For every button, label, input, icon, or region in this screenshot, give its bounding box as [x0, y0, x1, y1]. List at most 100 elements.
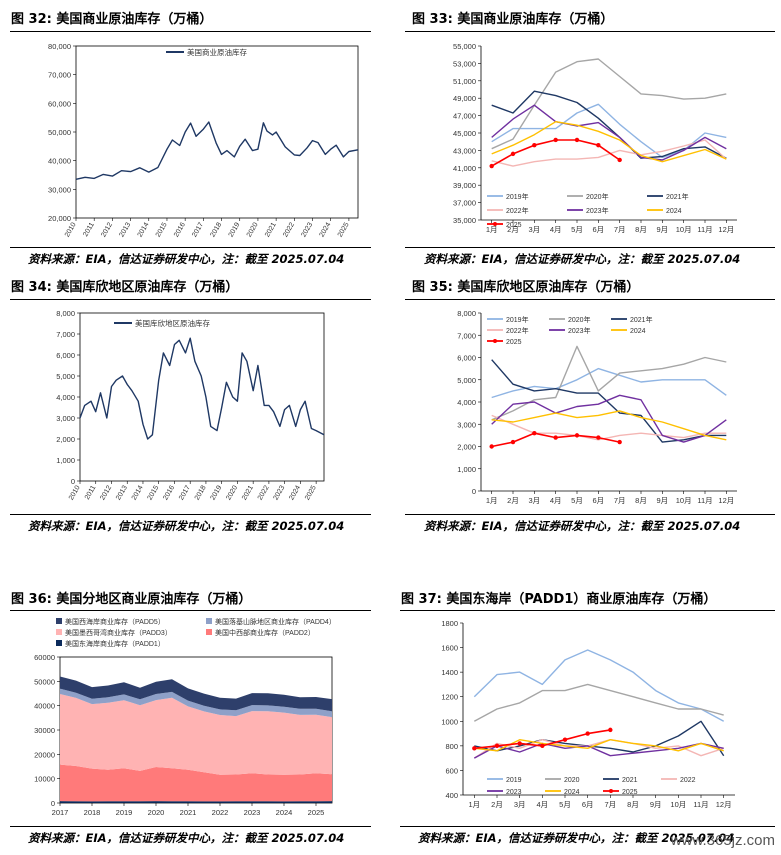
legend-label: 2020年: [586, 192, 609, 201]
x-tick-label: 2012: [100, 221, 114, 238]
data-point: [553, 137, 558, 143]
y-tick-label: 53,000: [453, 59, 476, 68]
line-series: [473, 683, 724, 722]
y-tick-label: 2,000: [457, 443, 476, 452]
line-series: [474, 739, 724, 752]
y-tick-label: 40,000: [48, 157, 71, 166]
legend-label: 2021年: [630, 315, 653, 324]
x-tick-label: 5月: [571, 496, 583, 505]
legend-label: 2023年: [568, 326, 591, 335]
x-tick-label: 8月: [627, 800, 639, 809]
x-tick-label: 2020: [246, 221, 260, 238]
chart-32: 20,000 30,000 40,000 50,000 60,000 70,000 80,0…: [48, 42, 359, 238]
legend-label: 2019: [506, 777, 522, 784]
legend-label: 2025: [506, 339, 522, 346]
x-tick-label: 2017: [52, 808, 69, 817]
line-series: [491, 104, 727, 161]
area-series: [60, 694, 332, 775]
y-tick-label: 400: [445, 791, 458, 800]
area-series: [60, 688, 332, 718]
x-tick-label: 3月: [514, 800, 526, 809]
panel-34-source-rule: [10, 514, 371, 515]
x-tick-label: 2018: [209, 221, 223, 238]
x-tick-label: 2014: [137, 221, 151, 238]
panel-34-source: 资料来源：EIA，信达证券研发中心，注：截至 2025.07.04: [28, 519, 345, 533]
x-tick-label: 12月: [718, 225, 734, 234]
x-tick-label: 11月: [697, 496, 712, 505]
y-tick-label: 51,000: [453, 77, 476, 86]
panel-32-title-rule: [10, 31, 371, 32]
x-tick-label: 2018: [84, 808, 101, 817]
data-point: [532, 142, 537, 148]
legend-label: 2024: [564, 789, 580, 796]
x-tick-label: 2019: [228, 221, 242, 238]
x-tick-label: 2023: [244, 808, 261, 817]
line-series: [491, 139, 621, 167]
panel-32-title: 图 32: 美国商业原油库存（万桶）: [11, 12, 213, 27]
legend-label: 2020: [564, 777, 580, 784]
line-series: [491, 359, 727, 443]
data-point: [517, 741, 522, 746]
y-tick-label: 5,000: [457, 376, 476, 385]
x-tick-label: 2020: [225, 484, 239, 501]
x-tick-label: 2019: [210, 484, 224, 501]
x-tick-label: 2020: [148, 808, 165, 817]
panel-37-source: 资料来源：EIA，信达证券研发中心，注：截至 2025.07.04: [418, 831, 735, 845]
x-tick-label: 2010: [68, 484, 82, 501]
legend-label: 2021年: [666, 192, 689, 201]
x-tick-label: 2025: [304, 484, 318, 501]
x-tick-label: 2022: [282, 221, 296, 238]
line-series: [491, 345, 727, 421]
y-tick-label: 49,000: [453, 94, 476, 103]
x-tick-label: 2011: [82, 221, 96, 238]
area-series: [60, 801, 332, 803]
panel-33-title-rule: [405, 31, 775, 32]
x-tick-label: 4月: [536, 800, 548, 809]
data-point: [596, 435, 601, 440]
y-tick-label: 6,000: [457, 354, 476, 363]
legend-swatch: [206, 629, 212, 635]
legend-swatch: [56, 640, 62, 646]
x-tick-label: 4月: [550, 225, 562, 234]
x-tick-label: 8月: [635, 496, 647, 505]
panel-35-title: 图 35: 美国库欣地区原油库存（万桶）: [412, 280, 640, 295]
x-tick-label: 2011: [84, 484, 98, 501]
y-tick-label: 4,000: [56, 393, 75, 402]
x-tick-label: 6月: [592, 225, 604, 234]
data-point: [510, 151, 516, 157]
x-tick-label: 2018: [194, 484, 208, 501]
chart-37: 400 600 800 1000 1200 1400 1600 1800 1月 2月 3月 4月 5月 6…: [441, 619, 735, 809]
watermark: www.365jz.com: [670, 832, 775, 849]
x-tick-label: 2月: [491, 800, 503, 809]
legend-label: 2025: [506, 222, 522, 229]
x-tick-label: 1月: [468, 800, 480, 809]
data-point: [574, 137, 580, 143]
x-tick-label: 2016: [173, 221, 187, 238]
y-tick-label: 8,000: [457, 309, 476, 318]
y-tick-label: 3,000: [56, 414, 75, 423]
y-tick-label: 30,000: [48, 185, 71, 194]
line-series: [491, 367, 727, 399]
panel-34-title-rule: [10, 299, 371, 300]
x-tick-label: 3月: [528, 225, 540, 234]
x-tick-label: 12月: [718, 496, 734, 505]
x-tick-label: 2015: [147, 484, 161, 501]
plot-frame: [75, 45, 359, 219]
x-tick-label: 2025: [337, 221, 351, 238]
legend-swatch: [56, 618, 62, 624]
panel-32-source-rule: [10, 247, 371, 248]
x-tick-label: 2014: [131, 484, 145, 501]
legend-label: 美国东海岸商业库存（PADD1）: [65, 639, 165, 648]
y-tick-label: 60000: [34, 653, 55, 662]
x-tick-label: 2月: [507, 496, 519, 505]
y-tick-label: 35,000: [453, 216, 476, 225]
x-tick-label: 2021: [264, 221, 278, 238]
y-tick-label: 20000: [34, 750, 55, 759]
legend-label: 美国商业原油库存: [187, 47, 247, 57]
x-tick-label: 2024: [288, 484, 302, 501]
y-tick-label: 60,000: [48, 99, 71, 108]
data-point: [540, 743, 545, 749]
line-series: [473, 649, 725, 722]
panel-33-title: 图 33: 美国商业原油库存（万桶）: [412, 12, 614, 27]
x-tick-label: 8月: [635, 225, 647, 234]
